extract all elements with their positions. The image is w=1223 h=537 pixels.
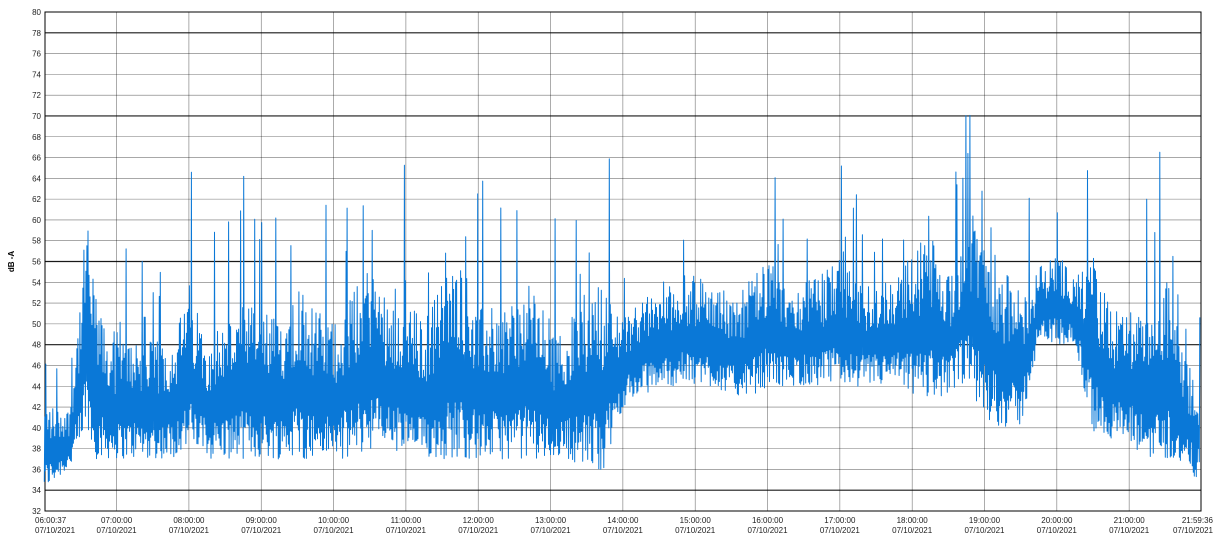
x-tick-time: 20:00:00 <box>1041 516 1073 525</box>
y-tick-label: 42 <box>32 403 41 412</box>
y-tick-label: 60 <box>32 216 41 225</box>
x-tick-date: 07/10/2021 <box>603 526 644 535</box>
x-tick-time: 06:00:37 <box>35 516 67 525</box>
x-tick-date: 07/10/2021 <box>1173 526 1214 535</box>
x-tick-date: 07/10/2021 <box>458 526 499 535</box>
x-tick-date: 07/10/2021 <box>892 526 933 535</box>
y-tick-label: 50 <box>32 320 41 329</box>
grid-lines <box>44 11 1202 512</box>
y-tick-label: 58 <box>32 237 41 246</box>
y-tick-label: 64 <box>32 174 41 183</box>
x-tick-time: 10:00:00 <box>318 516 350 525</box>
x-tick-date: 07/10/2021 <box>747 526 788 535</box>
x-tick-date: 07/10/2021 <box>35 526 76 535</box>
x-tick-date: 07/10/2021 <box>97 526 138 535</box>
y-tick-label: 36 <box>32 465 41 474</box>
x-tick-date: 07/10/2021 <box>675 526 716 535</box>
y-tick-label: 48 <box>32 341 41 350</box>
y-tick-label: 46 <box>32 361 41 370</box>
x-tick-date: 07/10/2021 <box>964 526 1005 535</box>
y-tick-label: 62 <box>32 195 41 204</box>
y-tick-label: 40 <box>32 424 41 433</box>
y-tick-label: 66 <box>32 154 41 163</box>
y-tick-label: 52 <box>32 299 41 308</box>
x-tick-time: 13:00:00 <box>535 516 567 525</box>
x-tick-time: 14:00:00 <box>607 516 639 525</box>
y-tick-label: 44 <box>32 382 41 391</box>
x-tick-date: 07/10/2021 <box>531 526 572 535</box>
y-tick-label: 34 <box>32 486 41 495</box>
x-tick-time: 07:00:00 <box>101 516 133 525</box>
x-tick-time: 18:00:00 <box>897 516 929 525</box>
y-tick-label: 32 <box>32 507 41 516</box>
x-tick-date: 07/10/2021 <box>169 526 210 535</box>
x-tick-time: 12:00:00 <box>463 516 495 525</box>
y-axis-ticks: 32 34 36 38 40 42 44 46 48 50 52 54 56 58 60 62 64 66 68 70… <box>32 8 41 516</box>
y-tick-label: 70 <box>32 112 41 121</box>
x-tick-date: 07/10/2021 <box>241 526 282 535</box>
x-tick-time: 16:00:00 <box>752 516 784 525</box>
y-tick-label: 74 <box>32 70 41 79</box>
x-tick-date: 07/10/2021 <box>1037 526 1078 535</box>
x-tick-time: 11:00:00 <box>391 516 422 525</box>
x-tick-time: 17:00:00 <box>824 516 856 525</box>
y-tick-label: 38 <box>32 445 41 454</box>
x-tick-time: 15:00:00 <box>680 516 712 525</box>
plot-frame <box>44 11 1202 512</box>
x-tick-time: 09:00:00 <box>246 516 278 525</box>
y-tick-label: 76 <box>32 50 41 59</box>
x-tick-time: 21:00:00 <box>1114 516 1146 525</box>
y-axis-title: dB -A <box>7 251 16 273</box>
x-tick-time: 21:59:36 <box>1182 516 1214 525</box>
x-tick-time: 19:00:00 <box>969 516 1001 525</box>
y-tick-label: 54 <box>32 278 41 287</box>
x-tick-date: 07/10/2021 <box>386 526 427 535</box>
y-tick-label: 78 <box>32 29 41 38</box>
x-tick-date: 07/10/2021 <box>1109 526 1150 535</box>
y-tick-label: 68 <box>32 133 41 142</box>
series-trace <box>43 114 1201 483</box>
y-tick-label: 80 <box>32 8 41 17</box>
x-tick-time: 08:00:00 <box>173 516 205 525</box>
x-axis-ticks: 06:00:3707/10/202107:00:0007/10/202108:0… <box>35 516 1214 535</box>
x-tick-date: 07/10/2021 <box>820 526 861 535</box>
y-tick-label: 56 <box>32 258 41 267</box>
x-tick-date: 07/10/2021 <box>314 526 355 535</box>
y-tick-label: 72 <box>32 91 41 100</box>
series-line <box>43 114 1201 483</box>
